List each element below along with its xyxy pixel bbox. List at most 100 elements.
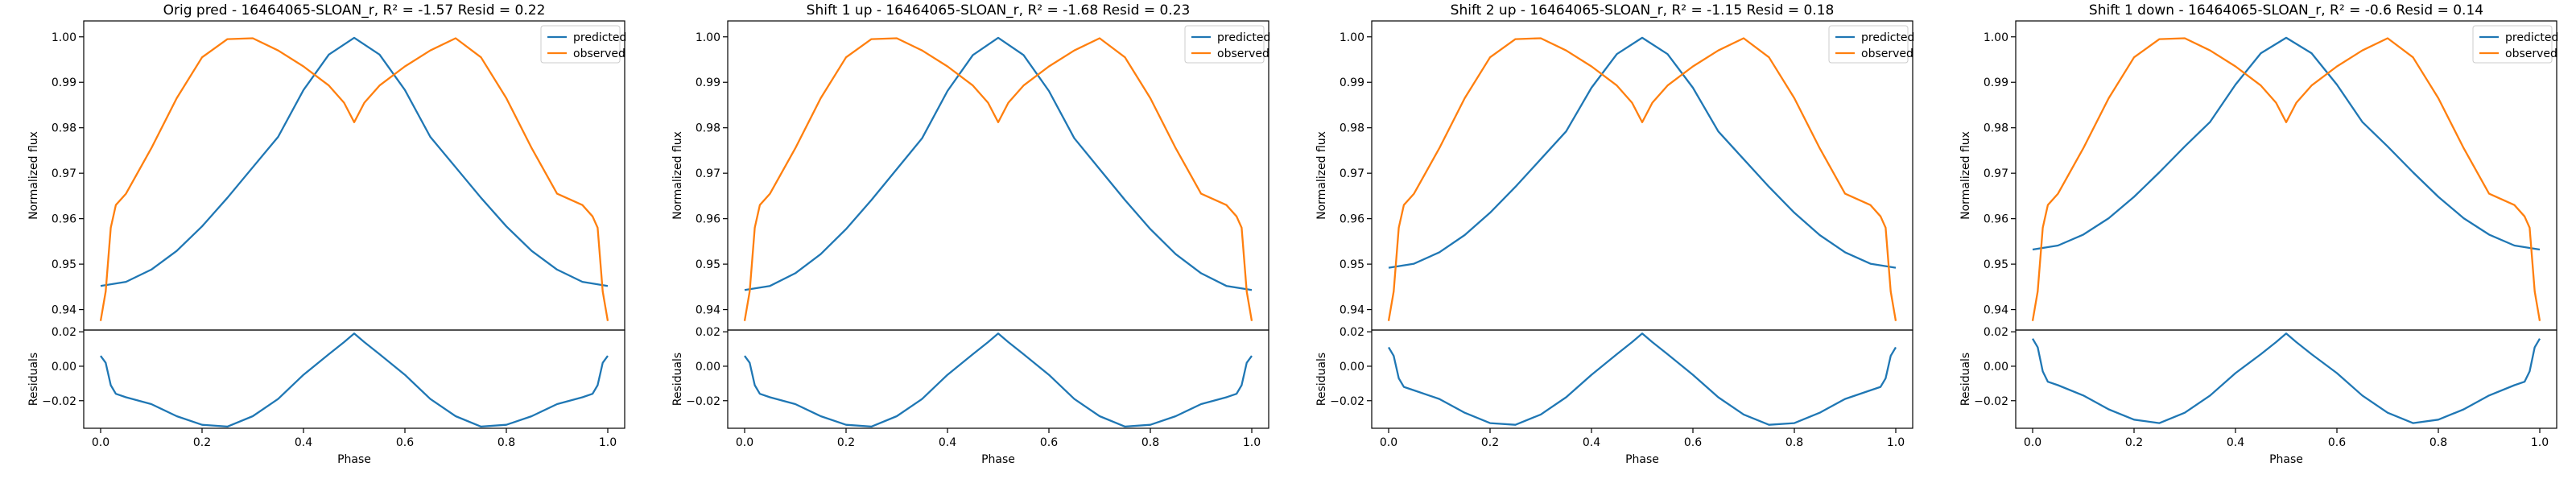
x-tick-label: 0.6	[1684, 436, 1702, 449]
y-tick-label: 0.94	[1340, 304, 1364, 317]
x-tick-label: 0.0	[1380, 436, 1397, 449]
panel-2: Shift 1 up - 16464065-SLOAN_r, R² = -1.6…	[671, 2, 1270, 466]
residual-y-tick-label: −0.02	[42, 395, 76, 408]
residual-y-tick-label: 0.00	[1984, 361, 2008, 374]
y-tick-label: 0.98	[1984, 122, 2008, 135]
legend: predicted observed	[1184, 25, 1270, 64]
y-tick-label: 0.98	[52, 122, 76, 135]
plot-frame-top	[727, 20, 1269, 331]
x-tick-label: 0.8	[497, 436, 515, 449]
series-line-observed	[1387, 37, 1897, 321]
x-tick-label: 1.0	[2531, 436, 2549, 449]
legend-label-observed: observed	[2505, 47, 2557, 60]
x-tick-label: 0.0	[92, 436, 109, 449]
x-tick-label: 0.4	[939, 436, 956, 449]
plot-frame-residuals	[83, 329, 625, 429]
x-tick-label: 0.6	[1040, 436, 1058, 449]
residual-y-tick-label: 0.02	[52, 326, 76, 339]
residual-y-tick-label: 0.00	[52, 361, 76, 374]
x-tick-label: 0.2	[193, 436, 211, 449]
residual-line	[1388, 332, 1897, 426]
legend: predicted observed	[540, 25, 626, 64]
y-tick-label: 0.98	[696, 122, 720, 135]
y-tick-label: 0.94	[52, 304, 76, 317]
x-axis-label: Phase	[1625, 453, 1659, 466]
series-line-predicted	[1388, 36, 1897, 269]
plot-frame-top	[2015, 20, 2557, 331]
legend-label-predicted: predicted	[1217, 31, 1270, 44]
y-tick-label: 0.96	[696, 213, 720, 226]
y-axis-label: Normalized flux	[27, 131, 40, 220]
panel-4: Shift 1 down - 16464065-SLOAN_r, R² = -0…	[1959, 2, 2558, 466]
x-axis-label: Phase	[2269, 453, 2303, 466]
x-tick-label: 0.2	[2125, 436, 2143, 449]
residual-y-tick-label: 0.02	[1340, 326, 1364, 339]
y-tick-label: 0.96	[1340, 213, 1364, 226]
x-tick-label: 0.0	[736, 436, 753, 449]
x-tick-label: 0.4	[2227, 436, 2244, 449]
plot-frame-top	[1371, 20, 1913, 331]
residual-y-tick-label: −0.02	[1974, 395, 2008, 408]
legend: predicted observed	[1828, 25, 1914, 64]
x-axis-label: Phase	[981, 453, 1015, 466]
y-tick-label: 0.96	[52, 213, 76, 226]
residual-line	[744, 332, 1253, 428]
residual-line	[2032, 332, 2541, 424]
y-tick-label: 1.00	[696, 31, 720, 44]
series-line-predicted	[744, 36, 1253, 291]
legend-label-predicted: predicted	[573, 31, 626, 44]
y-tick-label: 0.95	[1984, 258, 2008, 271]
residual-y-tick-label: 0.02	[1984, 326, 2008, 339]
residual-y-tick-label: 0.00	[696, 361, 720, 374]
y-tick-label: 0.99	[696, 76, 720, 89]
series-line-observed	[2031, 37, 2541, 321]
x-tick-label: 0.6	[2328, 436, 2346, 449]
residual-y-axis-label: Residuals	[1315, 353, 1328, 406]
y-tick-label: 1.00	[1340, 31, 1364, 44]
x-tick-label: 0.8	[1141, 436, 1159, 449]
series-line-predicted	[100, 36, 609, 287]
y-axis-label: Normalized flux	[671, 131, 684, 220]
panel-3: Shift 2 up - 16464065-SLOAN_r, R² = -1.1…	[1315, 2, 1914, 466]
legend-label-observed: observed	[1217, 47, 1269, 60]
legend-label-predicted: predicted	[2505, 31, 2558, 44]
x-tick-label: 0.2	[837, 436, 855, 449]
y-tick-label: 0.95	[52, 258, 76, 271]
y-tick-label: 1.00	[52, 31, 76, 44]
y-tick-label: 0.98	[1340, 122, 1364, 135]
plot-frame-top	[83, 20, 625, 331]
residual-y-tick-label: −0.02	[686, 395, 720, 408]
x-tick-label: 1.0	[599, 436, 617, 449]
x-tick-label: 0.6	[396, 436, 414, 449]
y-tick-label: 0.97	[696, 167, 720, 180]
legend: predicted observed	[2472, 25, 2558, 64]
chart-title: Shift 1 up - 16464065-SLOAN_r, R² = -1.6…	[807, 2, 1191, 19]
chart-title: Shift 1 down - 16464065-SLOAN_r, R² = -0…	[2089, 2, 2483, 19]
legend-label-predicted: predicted	[1861, 31, 1914, 44]
y-tick-label: 0.96	[1984, 213, 2008, 226]
residual-y-axis-label: Residuals	[27, 353, 40, 406]
y-tick-label: 0.99	[52, 76, 76, 89]
x-tick-label: 0.2	[1481, 436, 1499, 449]
x-tick-label: 0.4	[295, 436, 312, 449]
legend-label-observed: observed	[1861, 47, 1913, 60]
y-axis-label: Normalized flux	[1959, 131, 1972, 220]
y-tick-label: 0.95	[1340, 258, 1364, 271]
panel-1: Orig pred - 16464065-SLOAN_r, R² = -1.57…	[27, 2, 626, 466]
residual-line	[100, 332, 609, 428]
residual-y-axis-label: Residuals	[1959, 353, 1972, 406]
y-tick-label: 0.97	[1340, 167, 1364, 180]
x-axis-label: Phase	[337, 453, 371, 466]
y-tick-label: 0.97	[1984, 167, 2008, 180]
x-tick-label: 1.0	[1887, 436, 1905, 449]
y-tick-label: 0.99	[1984, 76, 2008, 89]
y-tick-label: 0.95	[696, 258, 720, 271]
y-tick-label: 0.99	[1340, 76, 1364, 89]
residual-y-tick-label: 0.00	[1340, 361, 1364, 374]
y-tick-label: 0.97	[52, 167, 76, 180]
chart-title: Shift 2 up - 16464065-SLOAN_r, R² = -1.1…	[1451, 2, 1835, 19]
x-tick-label: 0.0	[2024, 436, 2041, 449]
plot-frame-residuals	[2015, 329, 2557, 429]
residual-y-axis-label: Residuals	[671, 353, 684, 406]
